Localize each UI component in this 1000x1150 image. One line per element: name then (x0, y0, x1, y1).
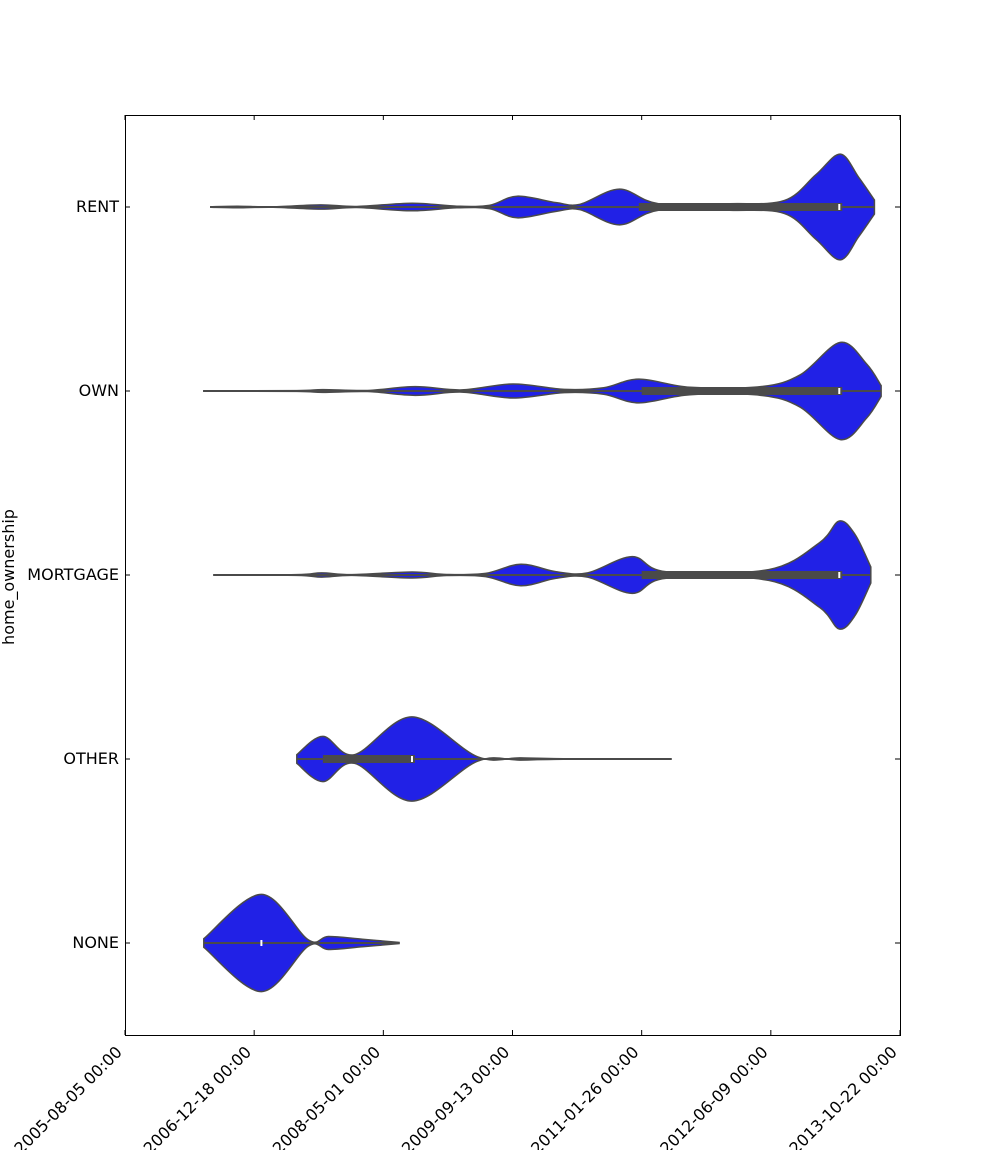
violins-layer (203, 153, 882, 993)
x-tick-label-1: 2006-12-18 00:00 (140, 1042, 255, 1150)
violin-mortgage (213, 520, 872, 630)
y-tick-label-own: OWN (79, 381, 119, 400)
y-tick-label-mortgage: MORTGAGE (27, 565, 119, 584)
y-tick-label-none: NONE (72, 933, 119, 952)
x-axis-ticks: 2005-08-05 00:00 2006-12-18 00:00 2008-05-… (10, 115, 901, 1150)
y-tick-label-rent: RENT (76, 197, 119, 216)
x-tick-label-5: 2012-06-09 00:00 (656, 1042, 771, 1150)
x-tick-label-3: 2009-09-13 00:00 (398, 1042, 513, 1150)
violin-none (203, 893, 400, 993)
violin-own (203, 341, 882, 441)
violin-other (296, 716, 672, 802)
x-tick-label-2: 2008-05-01 00:00 (269, 1042, 384, 1150)
x-tick-label-0: 2005-08-05 00:00 (10, 1042, 125, 1150)
y-tick-label-other: OTHER (63, 749, 119, 768)
y-axis-ticks: RENT OWN MORTGAGE OTHER NONE (27, 197, 900, 952)
y-axis-label: home_ownership (0, 509, 19, 645)
violin-rent (210, 153, 876, 261)
x-tick-label-6: 2013-10-22 00:00 (785, 1042, 900, 1150)
x-tick-label-4: 2011-01-26 00:00 (527, 1042, 642, 1150)
